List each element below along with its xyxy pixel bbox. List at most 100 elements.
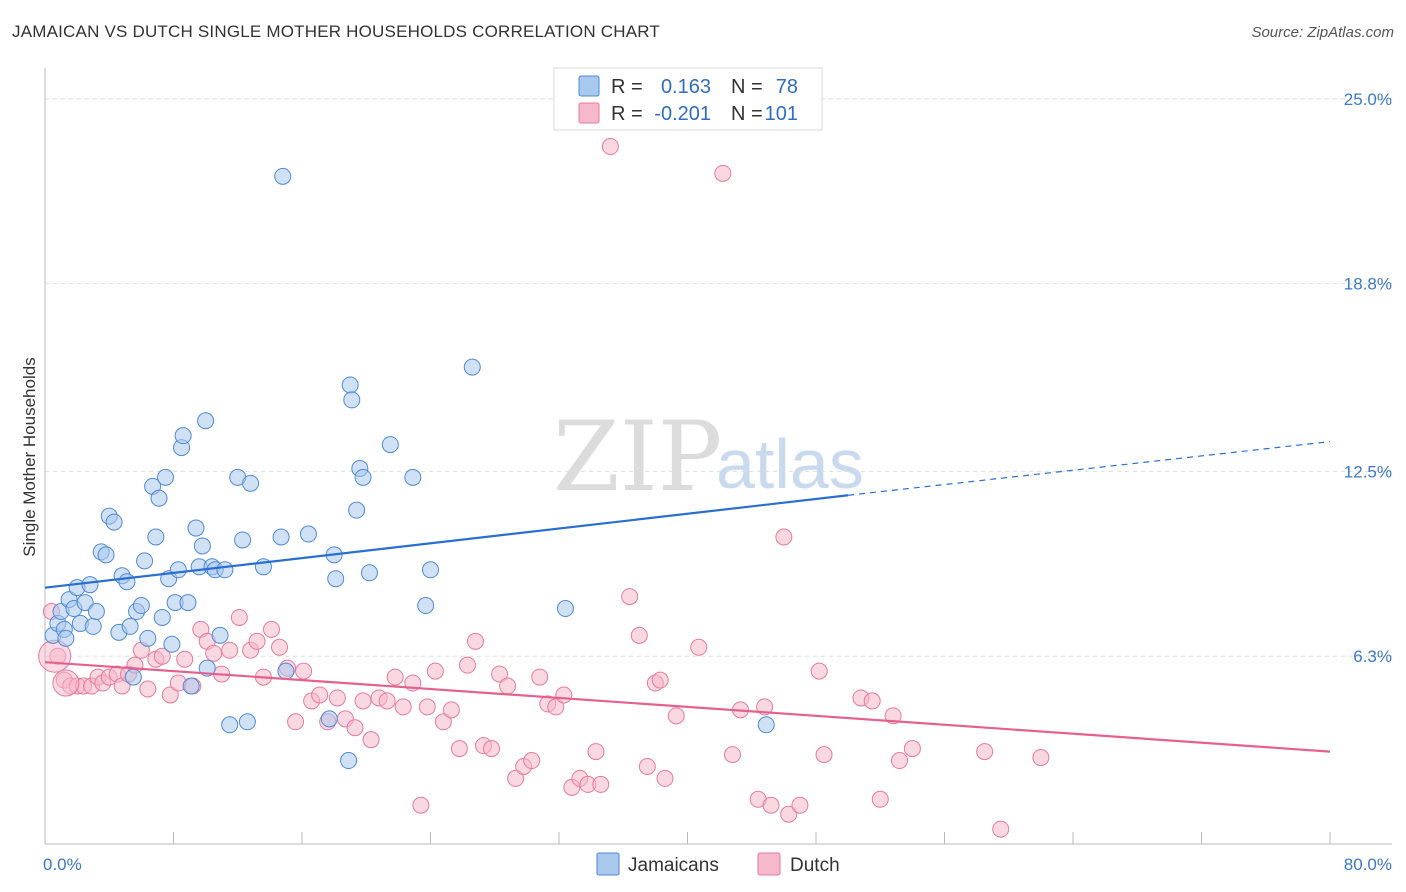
dutch-point: [992, 820, 1010, 838]
dutch-point: [531, 668, 549, 686]
jamaican-point: [272, 528, 290, 546]
dutch-point: [205, 644, 223, 662]
y-tick-label: 25.0%: [1344, 90, 1392, 109]
jamaican-point: [163, 635, 181, 653]
grid-lines: [45, 98, 1392, 657]
dutch-point: [780, 805, 798, 823]
dutch-point: [248, 632, 266, 650]
jamaican-point: [136, 552, 154, 570]
jamaican-points: [44, 167, 775, 770]
jamaican-point: [121, 617, 139, 635]
watermark-atlas: atlas: [716, 425, 864, 503]
dutch-point: [690, 638, 708, 656]
jamaican-point: [277, 662, 295, 680]
jamaican-point: [238, 713, 256, 731]
x-tick-label-max: 80.0%: [1344, 855, 1392, 874]
y-axis-title: Single Mother Households: [20, 357, 39, 556]
jamaican-point: [124, 668, 142, 686]
jamaican-point: [234, 531, 252, 549]
dutch-point: [815, 746, 833, 764]
dutch-point: [499, 677, 517, 695]
jamaican-point: [97, 546, 115, 564]
dutch-point-large: [52, 669, 80, 697]
jamaican-point: [463, 358, 481, 376]
dutch-point: [638, 758, 656, 776]
jamaican-point: [84, 617, 102, 635]
dutch-point: [262, 620, 280, 638]
dutch-point: [621, 588, 639, 606]
dutch-point: [230, 608, 248, 626]
dutch-point: [1032, 749, 1050, 767]
dutch-point: [775, 528, 793, 546]
jamaican-point: [348, 501, 366, 519]
dutch-point: [555, 686, 573, 704]
bottom-legend-dutch: Dutch: [790, 855, 840, 876]
legend-r-value-1: 0.163: [661, 76, 711, 98]
jamaican-point: [197, 412, 215, 430]
jamaican-point: [556, 600, 574, 618]
jamaican-point: [299, 525, 317, 543]
dutch-point: [723, 746, 741, 764]
dutch-point: [450, 740, 468, 758]
top-legend: R = 0.163 N = 78 R = -0.201 N = 101: [553, 67, 823, 131]
jamaican-point: [169, 561, 187, 579]
dutch-point: [714, 164, 732, 182]
dutch-point: [161, 686, 179, 704]
dutch-point: [592, 775, 610, 793]
bottom-legend-swatch-dutch: [757, 852, 781, 876]
dutch-point: [810, 662, 828, 680]
dutch-point: [176, 650, 194, 668]
dutch-point: [523, 752, 541, 770]
jamaican-point: [216, 561, 234, 579]
dutch-point: [507, 769, 525, 787]
dutch-point: [791, 796, 809, 814]
y-tick-label: 6.3%: [1353, 647, 1392, 666]
jamaican-point: [139, 629, 157, 647]
y-tick-labels: 6.3% 12.5% 18.8% 25.0%: [1344, 90, 1392, 666]
bottom-legend-swatch-jamaicans: [596, 852, 620, 876]
dutch-point: [667, 707, 685, 725]
legend-n-label-1: N =: [731, 76, 763, 98]
jamaican-point: [87, 603, 105, 621]
jamaican-point: [354, 468, 372, 486]
jamaican-point: [757, 716, 775, 734]
dutch-point: [483, 740, 501, 758]
chart-title: JAMAICAN VS DUTCH SINGLE MOTHER HOUSEHOL…: [12, 22, 661, 41]
dutch-point: [547, 698, 565, 716]
jamaican-point: [179, 594, 197, 612]
dutch-point: [587, 743, 605, 761]
dutch-point: [458, 656, 476, 674]
jamaican-point: [343, 391, 361, 409]
jamaican-point: [81, 576, 99, 594]
jamaican-point: [211, 626, 229, 644]
dutch-point: [976, 743, 994, 761]
jamaican-point: [381, 436, 399, 454]
jamaican-point: [150, 489, 168, 507]
dutch-point: [871, 790, 889, 808]
x-tick-label-min: 0.0%: [43, 855, 82, 874]
dutch-point: [491, 665, 509, 683]
legend-swatch-jamaicans: [578, 75, 600, 97]
jamaican-point: [193, 537, 211, 555]
chart-source: Source: ZipAtlas.com: [1251, 24, 1394, 41]
jamaican-point: [132, 597, 150, 615]
dutch-point: [271, 638, 289, 656]
dutch-point: [139, 680, 157, 698]
jamaican-point: [182, 677, 200, 695]
legend-r-label-2: R =: [611, 103, 643, 125]
dutch-point: [328, 689, 346, 707]
jamaican-point: [327, 570, 345, 588]
dutch-points: [38, 138, 1050, 838]
legend-swatch-dutch: [578, 102, 600, 124]
dutch-point: [903, 740, 921, 758]
axes: [44, 68, 1392, 845]
dutch-point: [287, 713, 305, 731]
legend-r-label-1: R =: [611, 76, 643, 98]
legend-n-value-1: 78: [776, 76, 798, 98]
dutch-point: [863, 692, 881, 710]
dutch-point: [311, 686, 329, 704]
jamaican-point: [118, 573, 136, 591]
jamaican-trend-line: [44, 494, 849, 589]
jamaican-point: [153, 608, 171, 626]
